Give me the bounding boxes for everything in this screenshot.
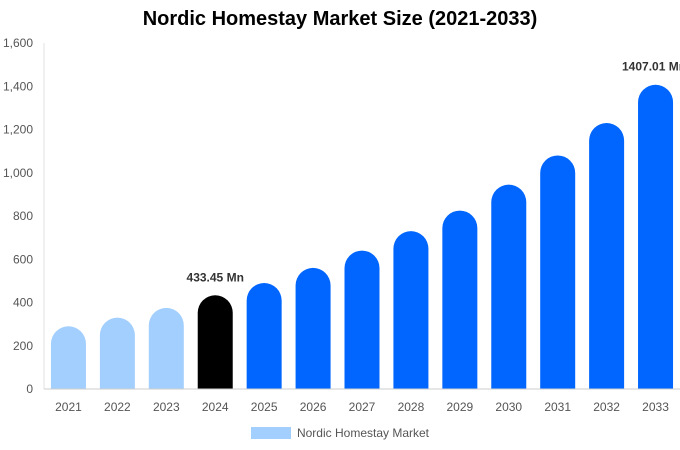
bar-2023[interactable] — [148, 307, 184, 389]
bar-2029[interactable] — [442, 210, 478, 389]
x-tick-label: 2027 — [349, 400, 376, 414]
y-tick-label: 600 — [13, 252, 33, 266]
x-tick-label: 2031 — [544, 400, 571, 414]
bar-2022[interactable] — [99, 317, 135, 389]
bar-2025[interactable] — [246, 283, 282, 389]
x-tick-label: 2025 — [251, 400, 278, 414]
y-tick-label: 1,200 — [3, 123, 33, 137]
x-axis: 2021 2022 2023 2024 2025 2026 2027 2028 2029 2030… — [44, 388, 680, 414]
y-tick-label: 0 — [26, 382, 33, 396]
x-tick-label: 2033 — [642, 400, 669, 414]
legend[interactable]: Nordic Homestay Market — [0, 426, 680, 440]
bar-2032[interactable] — [589, 123, 625, 389]
y-tick-label: 800 — [13, 209, 33, 223]
x-tick-label: 2029 — [446, 400, 473, 414]
x-tick-label: 2021 — [55, 400, 82, 414]
data-label-2033: 1407.01 Mn — [622, 60, 680, 74]
x-tick-label: 2026 — [300, 400, 327, 414]
bar-2031[interactable] — [540, 155, 576, 389]
y-tick-label: 200 — [13, 339, 33, 353]
bar-2027[interactable] — [344, 250, 380, 389]
x-tick-label: 2028 — [398, 400, 425, 414]
x-tick-label: 2032 — [593, 400, 620, 414]
legend-swatch — [250, 427, 291, 439]
data-labels: 433.45 Mn 1407.01 Mn — [187, 60, 680, 285]
y-tick-label: 1,600 — [3, 36, 33, 50]
bar-2026[interactable] — [295, 267, 331, 389]
x-tick-label: 2022 — [104, 400, 131, 414]
bar-2030[interactable] — [491, 184, 527, 389]
y-axis: 0 200 400 600 800 1,000 1,200 1,400 1,600 — [3, 36, 45, 396]
x-tick-label: 2030 — [495, 400, 522, 414]
x-tick-label: 2024 — [202, 400, 229, 414]
data-label-2024: 433.45 Mn — [187, 270, 244, 284]
bar-2028[interactable] — [393, 231, 429, 389]
bar-2021[interactable] — [50, 326, 86, 389]
y-tick-label: 1,400 — [3, 79, 33, 93]
bar-2024[interactable] — [197, 295, 233, 389]
bar-2033[interactable] — [638, 84, 674, 390]
chart-title: Nordic Homestay Market Size (2021-2033) — [142, 8, 538, 30]
y-tick-label: 1,000 — [3, 166, 33, 180]
legend-label: Nordic Homestay Market — [296, 426, 430, 440]
bars — [50, 84, 674, 390]
x-tick-label: 2023 — [153, 400, 180, 414]
y-tick-label: 400 — [13, 296, 33, 310]
